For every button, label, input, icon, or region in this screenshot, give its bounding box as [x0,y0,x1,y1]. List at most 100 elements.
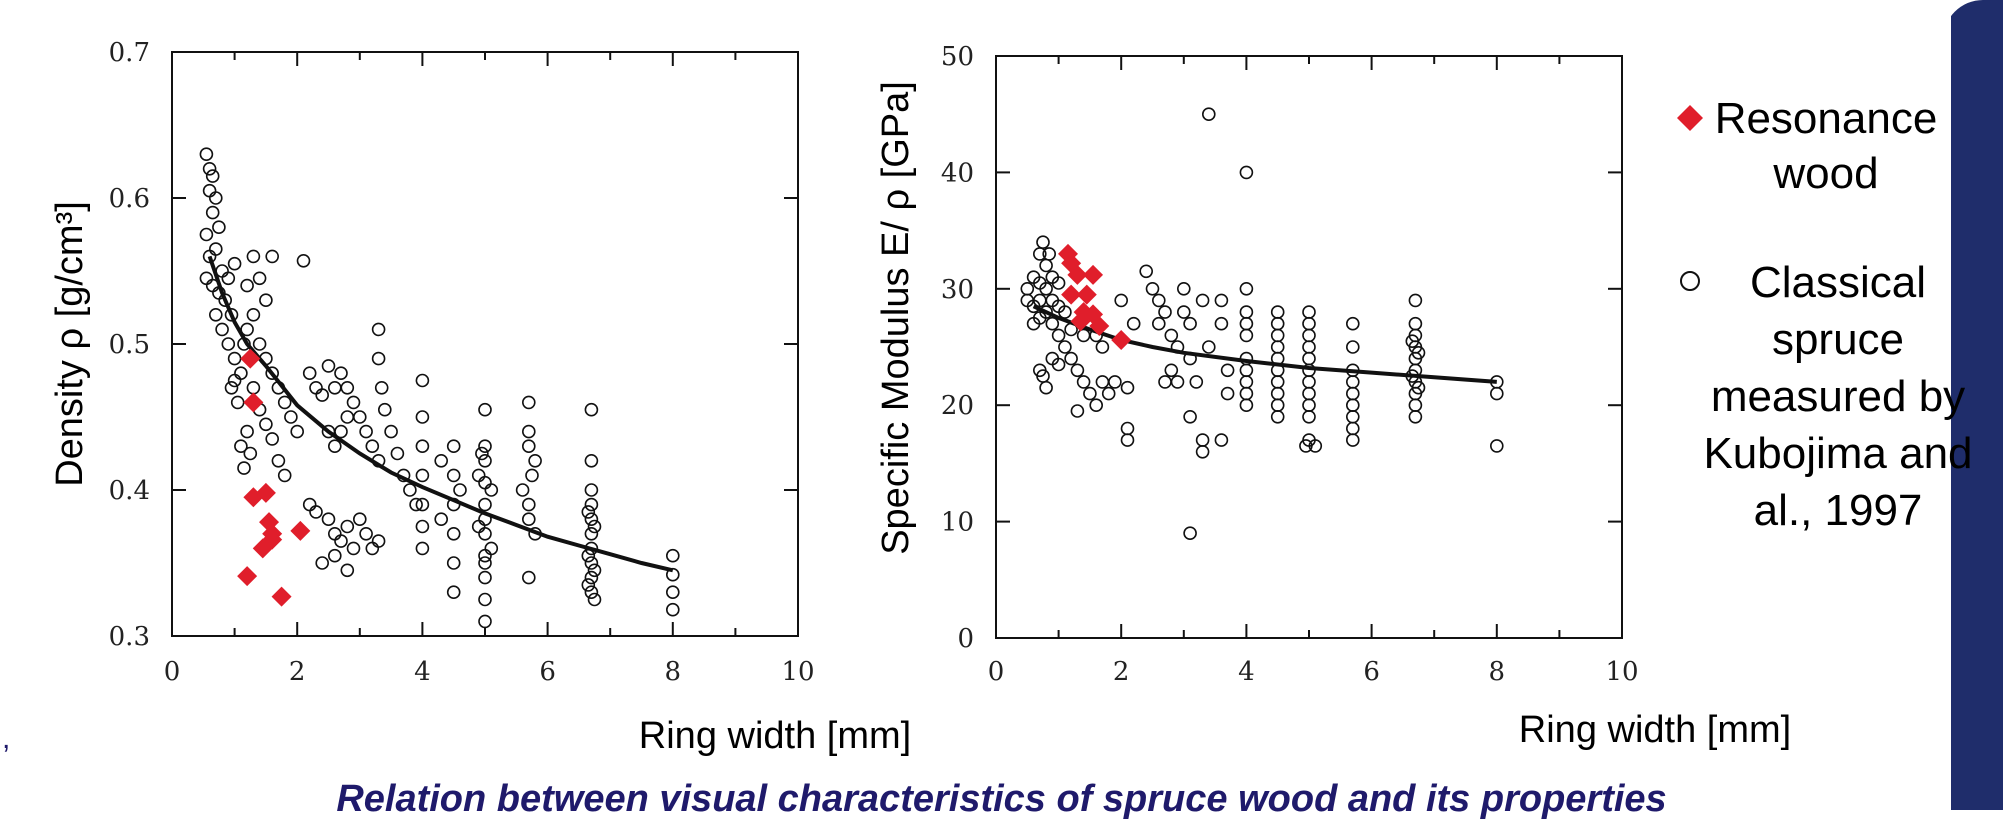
classical-spruce-point [1214,293,1229,308]
classical-spruce-point [315,556,330,570]
classical-spruce-point [1045,316,1060,331]
classical-spruce-point [1239,281,1254,296]
classical-spruce-point [209,191,223,205]
classical-spruce-point [374,380,389,395]
x-tick-label: 0 [988,657,1005,687]
classical-spruce-point [1239,316,1254,331]
classical-spruce-point [1346,340,1360,354]
classical-spruce-points [199,147,680,629]
y-tick-label: 50 [941,42,974,72]
classical-spruce-point [240,322,254,337]
classical-spruce-point [1195,444,1210,459]
resonance-wood-point [262,523,283,544]
classical-spruce-point [478,556,492,570]
classical-spruce-point [1070,404,1085,418]
classical-spruce-point [1346,433,1360,447]
classical-spruce-point [1202,340,1216,354]
classical-spruce-point [1270,375,1285,389]
classical-spruce-point [371,322,386,337]
classical-spruce-point [199,147,214,161]
classical-spruce-point [453,483,467,497]
classical-spruce-point [415,439,430,454]
classical-spruce-point [1076,375,1091,389]
classical-spruce-point [446,585,461,600]
classical-spruce-point [521,424,536,439]
classical-spruce-point [221,337,236,351]
classical-spruce-point [1302,409,1316,424]
classical-spruce-point [478,526,492,541]
classical-spruce-point [584,483,599,497]
x-tick-label: 0 [164,657,181,687]
classical-spruce-point [584,526,599,541]
classical-spruce-point [1183,351,1197,366]
classical-spruce-point [478,475,492,490]
resonance-wood-point [1061,284,1082,305]
classical-spruce-point [1411,380,1426,395]
classical-spruce-point [434,512,449,527]
classical-spruce-point [1039,380,1053,395]
classical-spruce-point [1302,305,1316,319]
classical-spruce-point [409,497,423,512]
y-tick-labels: 0.3 0.4 0.5 0.6 0.7 [109,38,150,652]
classical-spruce-point [1308,439,1323,453]
classical-spruce-point [1270,409,1285,424]
classical-spruce-point [243,446,258,461]
figure-caption: Relation between visual characteristics … [336,778,1667,820]
classical-spruce-point [327,548,342,563]
classical-spruce-point [1195,293,1210,308]
classical-spruce-point [1346,398,1360,413]
classical-spruce-point [1220,386,1235,401]
classical-spruce-point [521,439,536,454]
classical-spruce-point [227,351,242,366]
classical-spruce-point [471,519,486,534]
classical-spruce-point [1158,375,1172,389]
classical-spruce-point [1036,369,1050,383]
classical-spruce-point [334,534,348,548]
classical-spruce-point [1408,293,1423,308]
classical-spruce-point [434,453,449,468]
classical-spruce-point [215,322,229,337]
classical-spruce-point [665,567,680,582]
x-tick-label: 6 [1363,657,1380,687]
classical-spruce-point [365,439,380,454]
legend: Resonance wood Classical spruce measured… [1677,94,1973,535]
classical-spruce-point [1051,357,1066,372]
classical-spruce-point [327,526,342,541]
classical-spruce-point [1239,305,1254,319]
classical-spruce-point [403,483,417,497]
x-tick-label: 8 [665,657,682,687]
classical-spruce-point [1490,439,1504,453]
classical-spruce-point [334,366,348,381]
classical-spruce-point [584,453,599,468]
classical-spruce-point [415,519,430,534]
classical-spruce-point [587,592,602,607]
classical-spruce-point [478,592,492,607]
x-tick-label: 4 [414,657,431,687]
classical-spruce-point [1126,316,1141,331]
classical-spruce-point [1020,281,1035,296]
y-tick-label: 10 [941,508,974,538]
classical-spruce-point [1239,375,1254,389]
classical-spruce-point [246,249,261,264]
classical-spruce-point [315,388,330,402]
classical-spruce-point [1302,386,1316,401]
classical-spruce-point [584,497,599,512]
x-tick-label: 2 [1113,657,1130,687]
classical-spruce-point [1195,433,1210,447]
y-axis-title: Specific Modulus E/ ρ [GPa] [875,81,917,555]
classical-spruce-point [665,548,680,563]
classical-spruce-point [352,410,367,424]
classical-spruce-point [365,541,380,556]
classical-spruce-point [584,512,599,527]
axis-ticks [995,55,1623,639]
classical-spruce-point [1058,340,1072,354]
classical-spruce-point [1302,340,1316,354]
legend-circle-marker [1680,271,1700,291]
classical-spruce-point [377,402,392,417]
classical-spruce-point [1089,398,1103,413]
density-chart: 0 2 4 6 8 10 0.3 0.4 0.5 0.6 0.7 Density ρ [g/cm³… [49,38,911,757]
classical-spruce-point [215,264,229,278]
y-axis-title: Density ρ [g/cm³] [49,201,91,487]
classical-spruce-point [1405,369,1420,383]
